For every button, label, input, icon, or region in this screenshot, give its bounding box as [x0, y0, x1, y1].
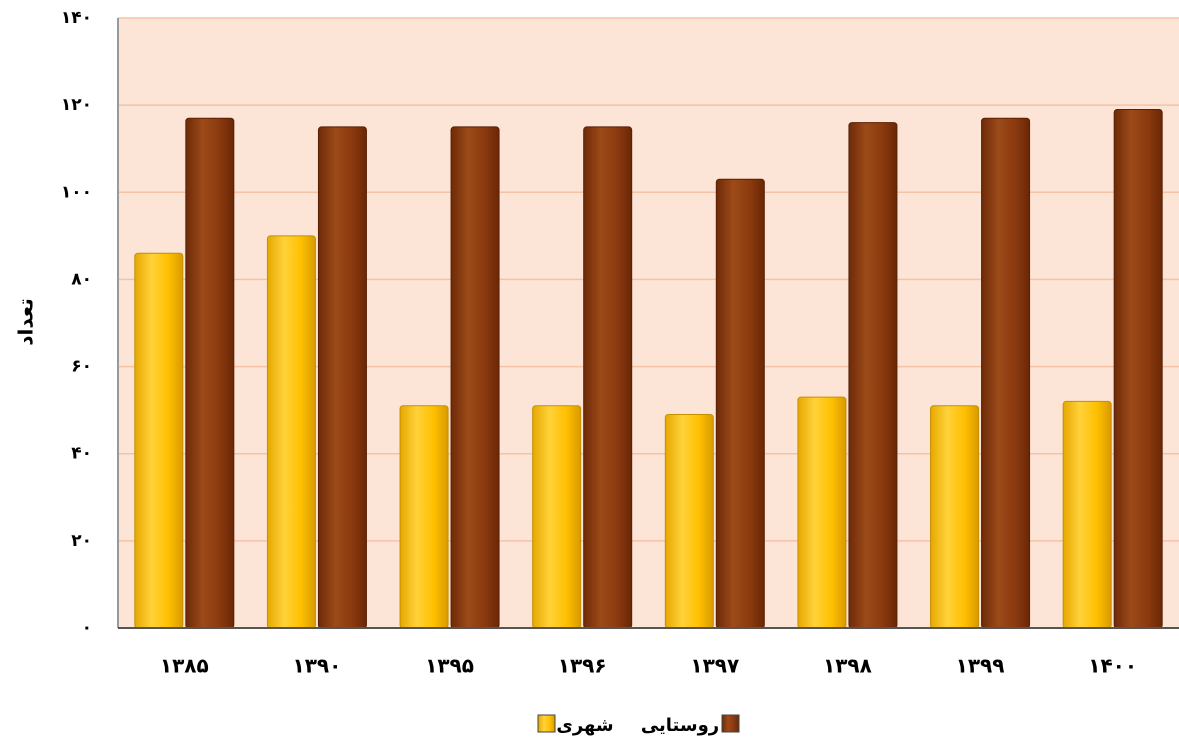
y-tick-label-1: ۲۰ [71, 531, 92, 551]
bar-1-5 [797, 396, 847, 629]
legend-swatch-series-2 [721, 714, 740, 733]
y-tick-label-4: ۸۰ [71, 269, 92, 289]
bar-2-4 [715, 178, 765, 629]
x-tick-label-3: ۱۳۹۶ [558, 654, 607, 678]
x-tick-label-0: ۱۳۸۵ [160, 654, 209, 678]
bars [134, 109, 1163, 629]
y-tick-label-6: ۱۲۰ [61, 95, 92, 115]
legend: روستایی شهری [537, 714, 740, 736]
y-tick-label-5: ۱۰۰ [61, 182, 92, 202]
x-tick-label-1: ۱۳۹۰ [293, 654, 342, 678]
bar-1-3 [532, 405, 582, 629]
bar-2-2 [450, 126, 500, 629]
bar-2-6 [981, 117, 1031, 629]
bar-2-1 [317, 126, 367, 629]
x-tick-label-7: ۱۴۰۰ [1088, 654, 1137, 678]
y-tick-label-7: ۱۴۰ [61, 8, 92, 28]
bar-2-7 [1113, 109, 1163, 629]
bar-1-0 [134, 252, 184, 629]
x-tick-labels: ۱۳۸۵ ۱۳۹۰ ۱۳۹۵ ۱۳۹۶ ۱۳۹۷ ۱۳۹۸ ۱۳۹۹ ۱۴۰۰ [160, 654, 1137, 678]
legend-label-series-2: روستایی [641, 715, 719, 736]
x-tick-label-5: ۱۳۹۸ [823, 654, 872, 678]
y-tick-labels: ۰ ۲۰ ۴۰ ۶۰ ۸۰ ۱۰۰ ۱۲۰ ۱۴۰ [61, 8, 92, 638]
legend-item-series-1: شهری [537, 714, 614, 736]
x-tick-label-4: ۱۳۹۷ [690, 654, 739, 678]
bar-2-3 [583, 126, 633, 629]
bar-1-6 [930, 405, 980, 629]
legend-item-series-2: روستایی [641, 714, 740, 736]
y-tick-label-2: ۴۰ [71, 444, 92, 464]
bar-1-4 [664, 414, 714, 629]
bar-2-5 [848, 122, 898, 629]
legend-label-series-1: شهری [556, 715, 613, 736]
x-tick-label-2: ۱۳۹۵ [425, 654, 474, 678]
y-axis-title: تعداد [14, 298, 38, 345]
bar-1-1 [266, 235, 316, 629]
bar-1-2 [399, 405, 449, 629]
x-tick-label-6: ۱۳۹۹ [956, 654, 1005, 678]
bar-1-7 [1062, 400, 1112, 629]
bar-2-0 [185, 117, 235, 629]
legend-swatch-series-1 [537, 714, 556, 733]
y-tick-label-0: ۰ [82, 618, 92, 638]
y-tick-label-3: ۶۰ [71, 357, 92, 377]
